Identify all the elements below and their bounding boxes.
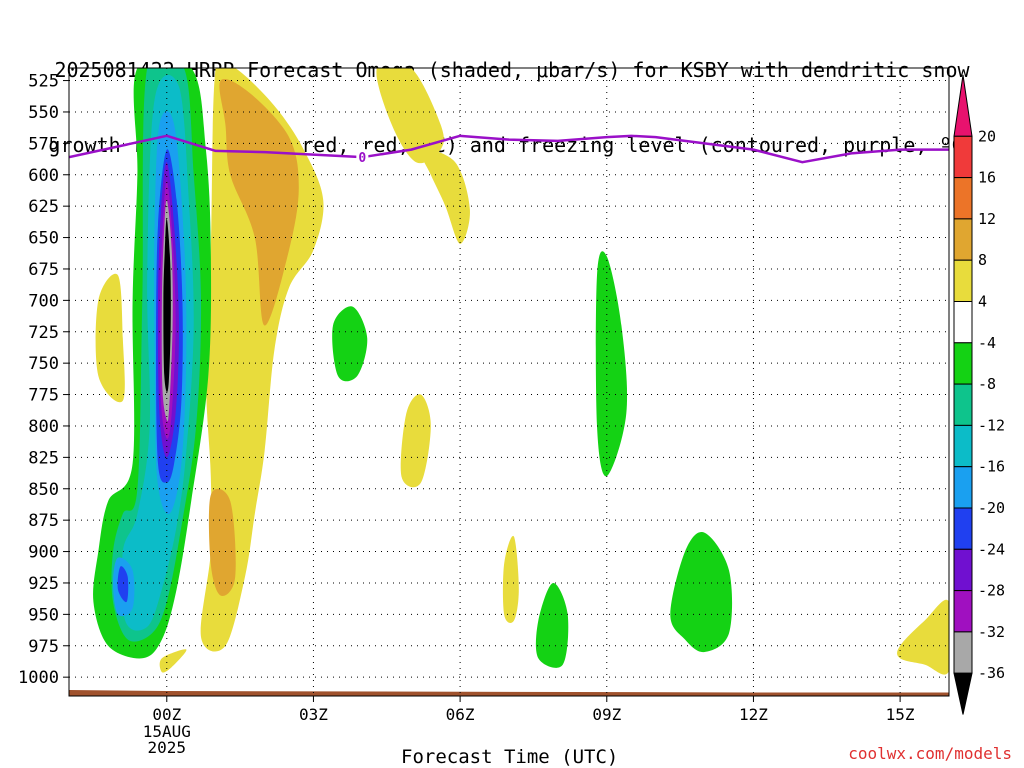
colorbar-label-8: -16 xyxy=(978,458,1005,476)
colorbar-label-9: -20 xyxy=(978,499,1005,517)
omega-region-13 xyxy=(670,532,733,653)
colorbar-label-2: 12 xyxy=(978,210,996,228)
colorbar-label-0: 20 xyxy=(978,127,996,145)
colorbar-label-6: -8 xyxy=(978,375,996,393)
omega-region-10 xyxy=(332,306,368,382)
colorbar-bin-1 xyxy=(953,135,973,179)
colorbar-bin-5 xyxy=(953,301,973,344)
site-credit[interactable]: coolwx.com/models xyxy=(848,744,1012,763)
omega-region-9 xyxy=(897,599,949,675)
x-tick-label-15: 15Z xyxy=(886,705,915,724)
colorbar-label-10: -24 xyxy=(978,540,1005,558)
colorbar-label-13: -36 xyxy=(978,664,1005,682)
colorbar-bin-3 xyxy=(953,218,973,261)
chart-title-line1: 2025081422 HRRR Forecast Omega (shaded, … xyxy=(54,58,970,82)
omega-region-5 xyxy=(95,273,125,403)
colorbar-label-7: -12 xyxy=(978,416,1005,434)
colorbar-bin-8 xyxy=(953,424,973,468)
y-tick-label-975: 975 xyxy=(28,637,59,657)
x-tick-label-12: 12Z xyxy=(739,705,768,724)
colorbar-bin-6 xyxy=(953,342,973,385)
y-tick-label-800: 800 xyxy=(28,417,59,437)
colorbar-label-1: 16 xyxy=(978,169,996,187)
y-tick-label-950: 950 xyxy=(28,605,59,625)
y-tick-label-900: 900 xyxy=(28,543,59,563)
colorbar-bin-13 xyxy=(953,631,973,674)
colorbar-top-arrow xyxy=(953,74,973,137)
colorbar-label-5: -4 xyxy=(978,334,996,352)
colorbar-bin-7 xyxy=(953,383,973,426)
x-tick-label-6: 06Z xyxy=(446,705,475,724)
omega-region-8 xyxy=(159,649,187,673)
colorbar-bin-12 xyxy=(953,590,973,633)
colorbar-bin-4 xyxy=(953,259,973,303)
freezing-level-label-bg xyxy=(356,149,369,166)
colorbar: 20 16 12 8 4 -4 -8 -12 -16 -20 -24 -28 -32 -36 xyxy=(953,74,1005,715)
omega-shading xyxy=(93,68,949,675)
y-tick-label-825: 825 xyxy=(28,448,59,468)
y-tick-label-1000: 1000 xyxy=(18,668,59,688)
y-tick-label-675: 675 xyxy=(28,260,59,280)
y-axis: 525 550 575 600 625 650 675 700 725 750 775 800 825 8… xyxy=(18,72,69,688)
x-axis-label: Forecast Time (UTC) xyxy=(401,746,619,768)
x-tick-label-9: 09Z xyxy=(592,705,621,724)
y-tick-label-600: 600 xyxy=(28,166,59,186)
omega-region-3 xyxy=(376,68,444,164)
freezing-level-line xyxy=(69,134,949,164)
freezing-level-label: 0 xyxy=(358,151,366,166)
colorbar-label-11: -28 xyxy=(978,582,1005,600)
y-tick-label-850: 850 xyxy=(28,480,59,500)
x-tick-label-0: 00Z xyxy=(152,705,181,724)
y-tick-label-925: 925 xyxy=(28,574,59,594)
y-tick-label-700: 700 xyxy=(28,291,59,311)
y-tick-label-625: 625 xyxy=(28,197,59,217)
omega-region-4 xyxy=(420,149,470,244)
omega-region-24 xyxy=(163,218,171,393)
freezing-level-contour: 0 xyxy=(69,134,949,166)
y-tick-label-575: 575 xyxy=(28,134,59,154)
x-tick-sublabel-0: 15AUG xyxy=(143,722,191,741)
colorbar-label-3: 8 xyxy=(978,251,987,269)
omega-region-6 xyxy=(400,394,431,488)
y-tick-label-725: 725 xyxy=(28,323,59,343)
terrain-fill xyxy=(69,689,949,696)
colorbar-label-4: 4 xyxy=(978,293,987,311)
omega-region-12 xyxy=(535,582,569,668)
omega-region-7 xyxy=(502,535,519,623)
terrain-bar xyxy=(69,689,949,696)
colorbar-label-12: -32 xyxy=(978,623,1005,641)
x-tick-sublabel-1: 2025 xyxy=(148,738,187,757)
colorbar-bottom-arrow xyxy=(953,672,973,715)
colorbar-bin-9 xyxy=(953,466,973,509)
omega-region-1 xyxy=(219,78,299,326)
omega-region-20 xyxy=(117,566,129,603)
y-tick-label-525: 525 xyxy=(28,72,59,92)
y-tick-label-650: 650 xyxy=(28,229,59,249)
y-tick-label-875: 875 xyxy=(28,511,59,531)
omega-region-11 xyxy=(595,251,628,477)
colorbar-bin-10 xyxy=(953,507,973,550)
y-tick-label-750: 750 xyxy=(28,354,59,374)
y-tick-label-550: 550 xyxy=(28,103,59,123)
x-tick-label-3: 03Z xyxy=(299,705,328,724)
colorbar-bin-2 xyxy=(953,177,973,220)
plot-frame xyxy=(68,67,950,697)
y-tick-label-775: 775 xyxy=(28,386,59,406)
omega-region-2 xyxy=(208,488,236,596)
colorbar-bin-11 xyxy=(953,548,973,592)
